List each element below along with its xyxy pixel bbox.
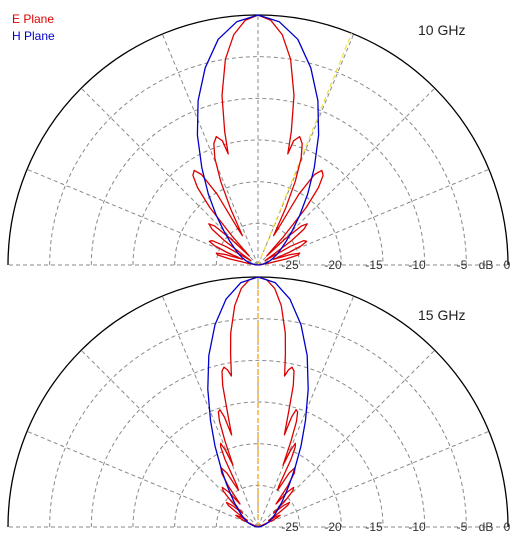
radial-tick-label: -15 bbox=[365, 258, 383, 272]
marker-line bbox=[257, 32, 353, 266]
radial-tick-label: -10 bbox=[408, 520, 426, 534]
frequency-label: 10 GHz bbox=[418, 22, 465, 38]
series-line-h-plane bbox=[207, 276, 309, 528]
grid-circle bbox=[132, 139, 384, 266]
legend-entry: E Plane bbox=[12, 12, 54, 26]
grid-circle bbox=[215, 222, 301, 266]
polar-panel: -25 -20 -15 -10 -5 0 dB 15 GHz bbox=[7, 276, 511, 534]
legend-entry: H Plane bbox=[12, 29, 55, 43]
radial-tick-label: -25 bbox=[281, 520, 299, 534]
polar-panel: -25 -20 -15 -10 -5 0 dB 10 GHz E Plane H Plane bbox=[7, 12, 511, 272]
radial-tick-label: 0 bbox=[504, 258, 511, 272]
grid-circle bbox=[90, 360, 426, 528]
grid-circle bbox=[49, 56, 467, 266]
series-line-h-plane bbox=[196, 14, 320, 266]
radial-tick-label: -20 bbox=[324, 520, 342, 534]
grid-circle bbox=[90, 98, 426, 266]
grid-circle bbox=[174, 181, 342, 266]
radial-tick-label: -5 bbox=[457, 520, 468, 534]
radial-tick-label: -25 bbox=[281, 258, 299, 272]
grid-circle bbox=[174, 443, 342, 528]
grid-circle bbox=[49, 318, 467, 528]
radial-tick-label: -20 bbox=[324, 258, 342, 272]
frequency-label: 15 GHz bbox=[418, 307, 465, 323]
unit-label: dB bbox=[479, 258, 494, 272]
radial-tick-label: -5 bbox=[457, 258, 468, 272]
radial-tick-label: -10 bbox=[408, 258, 426, 272]
radial-tick-label: 0 bbox=[504, 520, 511, 534]
unit-label: dB bbox=[479, 520, 494, 534]
radial-tick-label: -15 bbox=[365, 520, 383, 534]
